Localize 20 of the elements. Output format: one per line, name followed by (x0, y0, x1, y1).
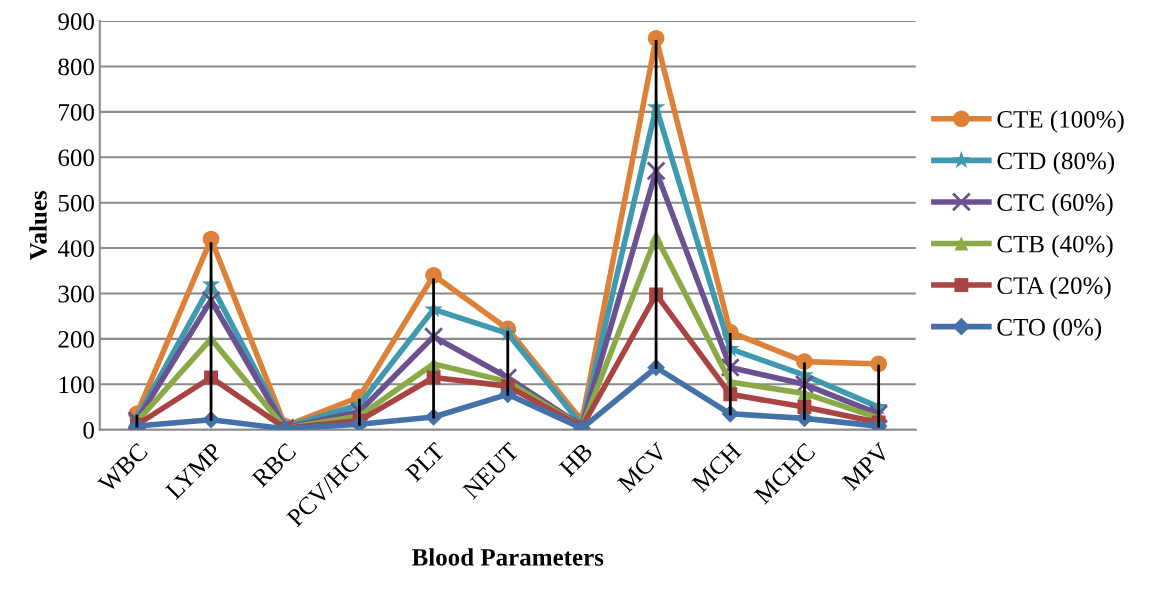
legend-label: CTE (100%) (997, 110, 1124, 133)
legend-label: CTC (60%) (997, 193, 1113, 216)
y-tick-label: 500 (58, 194, 94, 212)
y-tick-label: 100 (59, 376, 94, 394)
x-tick-label: HB (558, 442, 594, 478)
x-axis-title: Blood Parameters (412, 548, 604, 566)
y-tick-label: 800 (58, 58, 94, 76)
x-tick-label: PLT (404, 441, 446, 483)
y-tick-label: 0 (83, 421, 94, 439)
y-tick-label: 700 (59, 103, 94, 121)
y-axis-title: Values (29, 191, 47, 261)
y-tick-label: 300 (58, 285, 94, 303)
y-tick-label: 600 (58, 149, 94, 167)
legend-label: CTB (40%) (997, 234, 1113, 258)
y-tick-label: 900 (58, 13, 94, 30)
legend-label: CTO (0%) (997, 318, 1102, 341)
y-tick-label: 400 (57, 240, 94, 257)
y-tick-label: 200 (58, 330, 94, 348)
legend-label: CTD (80%) (997, 151, 1115, 175)
legend-label: CTA (20%) (997, 276, 1111, 300)
